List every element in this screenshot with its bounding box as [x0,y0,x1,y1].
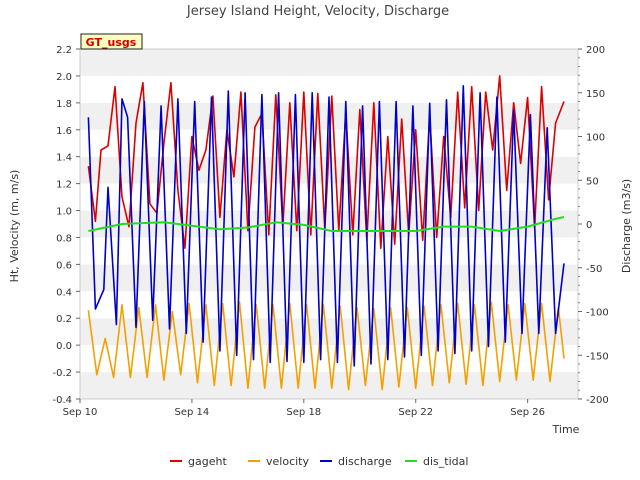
plot-band [80,237,578,265]
y-axis-label-right: Discharge (m3/s) [620,179,633,273]
y-tick-label-right: 150 [586,89,605,100]
y-tick-label-right: 50 [586,176,599,187]
x-axis: Sep 10 Sep 14 Sep 18 Sep 22 Sep 26 [63,399,545,418]
y-tick-label-left: 1.4 [56,153,72,164]
x-tick-label: Sep 14 [175,407,210,418]
source-badge: GT_usgs [80,33,143,50]
y-axis-left: -0.4 -0.2 0.0 0.2 0.4 0.6 0.8 1.0 1.2 1.4 1.6 1.8 2.… [52,45,80,406]
y-tick-label-right: 100 [586,133,605,144]
y-tick-label-left: 0.4 [56,287,72,298]
y-axis-right: -200 -150 -100 -50 0 50 100 150 200 [578,45,609,406]
y-axis-label-left: Ht, Velocity (m, m/s) [8,170,21,283]
x-tick-label: Sep 18 [286,407,321,418]
y-tick-label-left: 2.2 [56,45,72,56]
y-tick-label-right: 200 [586,45,605,56]
plot-band [80,183,578,211]
x-tick-label: Sep 26 [510,407,545,418]
y-tick-label-right: -50 [586,264,602,275]
legend-label-dis_tidal: dis_tidal [423,455,468,468]
y-tick-label-left: -0.4 [52,395,72,406]
y-tick-label-left: 0.0 [56,341,72,352]
plot-band [80,291,578,319]
x-tick-label: Sep 22 [398,407,433,418]
y-tick-label-left: 1.6 [56,126,72,137]
y-tick-label-left: 0.8 [56,233,72,244]
series-line-discharge [87,85,565,367]
legend: gageht velocity discharge dis_tidal [170,455,468,468]
plot-band [80,318,578,346]
y-tick-label-left: 0.2 [56,314,72,325]
legend-label-gageht: gageht [188,455,227,468]
plot-band [80,49,578,76]
y-tick-label-left: -0.2 [52,368,72,379]
y-tick-label-right: -150 [586,351,609,362]
x-tick-label: Sep 10 [63,407,98,418]
y-tick-label-right: -200 [586,395,609,406]
y-tick-label-left: 1.8 [56,99,72,110]
y-tick-label-left: 0.6 [56,260,72,271]
source-badge-box [80,33,143,50]
y-tick-label-right: -100 [586,308,609,319]
y-tick-label-left: 2.0 [56,72,72,83]
x-axis-label: Time [552,423,580,436]
series-lines [87,75,565,391]
series-line-dis_tidal [88,216,565,232]
chart-title: Jersey Island Height, Velocity, Discharg… [186,4,449,19]
legend-label-discharge: discharge [338,455,392,468]
plot-band [80,372,578,399]
source-badge-label: GT_usgs [86,36,137,49]
plot-band [80,210,578,238]
series-line-velocity [87,301,565,391]
y-tick-label-right: 0 [586,220,592,231]
y-tick-label-left: 1.0 [56,207,72,218]
legend-label-velocity: velocity [266,455,309,468]
plot-band [80,264,578,292]
y-tick-label-left: 1.2 [56,180,72,191]
